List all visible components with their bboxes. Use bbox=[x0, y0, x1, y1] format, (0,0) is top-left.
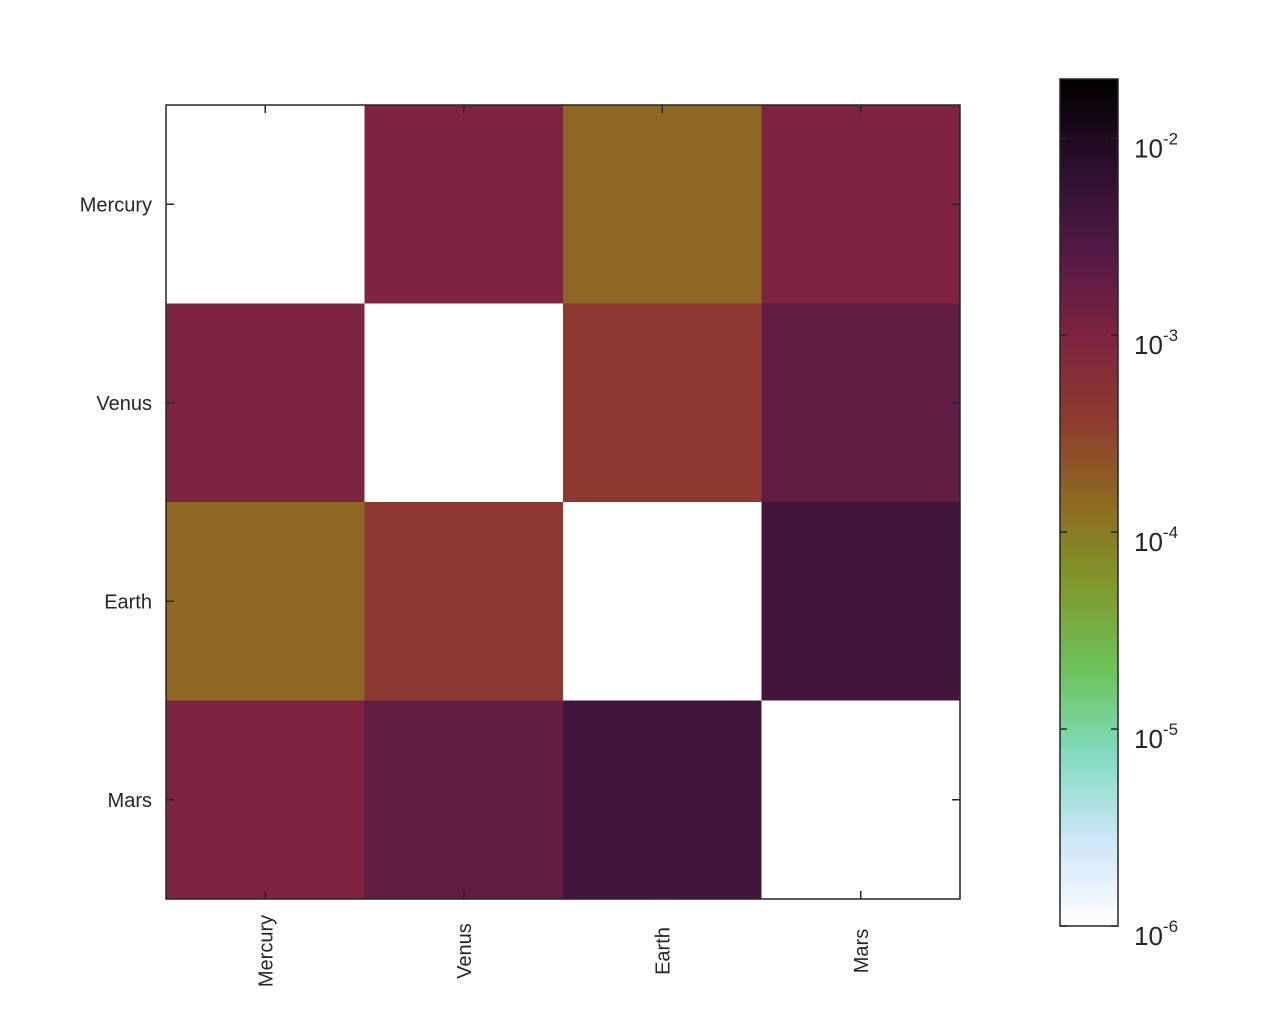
heatmap-cell bbox=[563, 502, 762, 701]
y-tick-label: Mars bbox=[108, 790, 152, 812]
heatmap-cell bbox=[563, 700, 762, 900]
heatmap-cell bbox=[364, 303, 564, 503]
colorbar-tick-label: 10-3 bbox=[1134, 326, 1178, 360]
x-tick-label: Mars bbox=[851, 929, 873, 973]
heatmap-cell bbox=[761, 700, 961, 900]
heatmap-cell bbox=[364, 700, 564, 900]
colorbar-tick-label: 10-6 bbox=[1134, 917, 1178, 951]
y-tick-labels: Mercury Venus Earth Mars bbox=[80, 194, 152, 812]
heatmap-cell bbox=[761, 105, 961, 304]
y-tick-label: Venus bbox=[96, 393, 152, 415]
heatmap-cell bbox=[761, 303, 961, 503]
heatmap-cell bbox=[563, 303, 762, 503]
heatmap-cell bbox=[166, 105, 365, 304]
heatmap-cell bbox=[166, 700, 365, 900]
heatmap-cell bbox=[166, 502, 365, 701]
x-tick-labels: Mercury Venus Earth Mars bbox=[255, 915, 873, 987]
colorbar bbox=[1059, 78, 1119, 927]
axis-ticks bbox=[166, 105, 960, 899]
x-tick-label: Venus bbox=[454, 923, 476, 979]
heatmap-cell bbox=[364, 105, 564, 304]
colorbar-tick-label: 10-2 bbox=[1134, 129, 1178, 163]
y-tick-label: Mercury bbox=[80, 194, 152, 216]
heatmap-cells bbox=[166, 105, 961, 900]
heatmap-cell bbox=[563, 105, 762, 304]
x-tick-label: Earth bbox=[652, 927, 674, 975]
y-tick-label: Earth bbox=[104, 591, 152, 613]
colorbar-ticks: 10-6 10-5 10-4 10-3 10-2 bbox=[1060, 129, 1178, 951]
heatmap-cell bbox=[761, 502, 961, 701]
colorbar-tick-label: 10-4 bbox=[1134, 523, 1178, 557]
heatmap-cell bbox=[166, 303, 365, 503]
colorbar-tick-label: 10-5 bbox=[1134, 720, 1178, 754]
heatmap-cell bbox=[364, 502, 564, 701]
x-tick-label: Mercury bbox=[255, 915, 277, 987]
plot-frame bbox=[165, 104, 961, 900]
